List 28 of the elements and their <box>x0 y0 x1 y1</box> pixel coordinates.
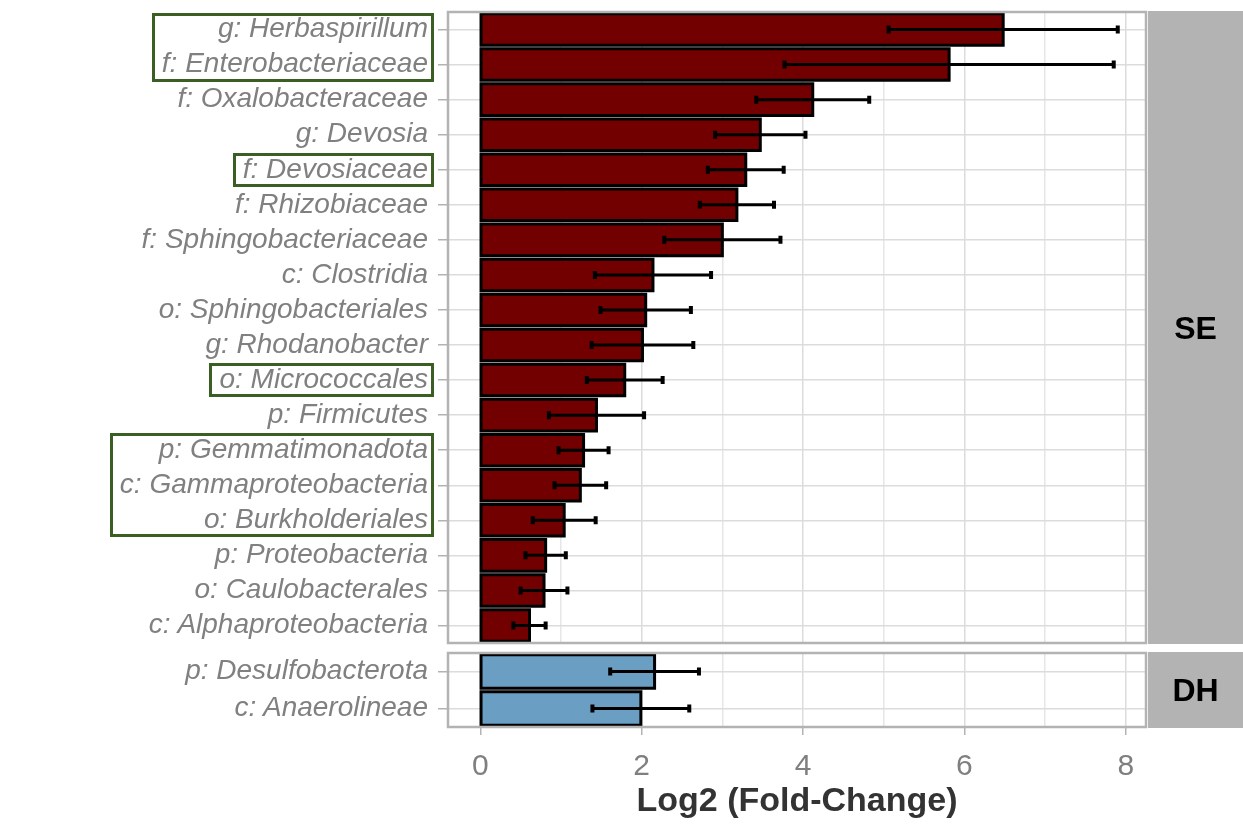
y-tick-label: f: Enterobacteriaceae <box>161 47 428 79</box>
x-axis-title: Log2 (Fold-Change) <box>636 779 958 818</box>
x-tick-label: 0 <box>471 748 489 782</box>
y-tick-label: p: Desulfobacterota <box>184 654 428 686</box>
x-tick-label: 8 <box>1117 748 1135 782</box>
y-tick-label: p: Firmicutes <box>266 397 428 429</box>
y-tick-label: o: Micrococcales <box>219 362 428 394</box>
y-tick-label: o: Burkholderiales <box>203 503 428 535</box>
y-tick-label: f: Devosiaceae <box>242 152 428 184</box>
y-tick-label: g: Devosia <box>295 117 428 149</box>
y-tick-label: f: Rhizobiaceae <box>234 187 428 219</box>
y-tick-label: p: Proteobacteria <box>213 538 428 570</box>
y-tick-label: c: Alphaproteobacteria <box>148 608 428 640</box>
text: DH <box>1172 672 1219 708</box>
y-tick-label: g: Rhodanobacter <box>205 327 430 359</box>
y-tick-label: o: Sphingobacteriales <box>158 292 428 324</box>
x-tick-label: 6 <box>956 748 973 782</box>
y-tick-label: c: Gammaproteobacteria <box>119 468 428 500</box>
y-tick-label: g: Herbaspirillum <box>217 12 428 44</box>
text: SE <box>1174 309 1217 346</box>
y-tick-label: c: Anaerolineae <box>234 691 428 723</box>
y-tick-label: o: Caulobacterales <box>194 573 428 605</box>
y-tick-label: f: Oxalobacteraceae <box>177 82 428 114</box>
x-tick-label: 2 <box>633 748 651 782</box>
y-tick-label: c: Clostridia <box>281 257 428 289</box>
y-tick-label: f: Sphingobacteriaceae <box>141 222 428 254</box>
x-tick-label: 4 <box>794 748 812 782</box>
y-tick-label: p: Gemmatimonadota <box>157 432 428 464</box>
